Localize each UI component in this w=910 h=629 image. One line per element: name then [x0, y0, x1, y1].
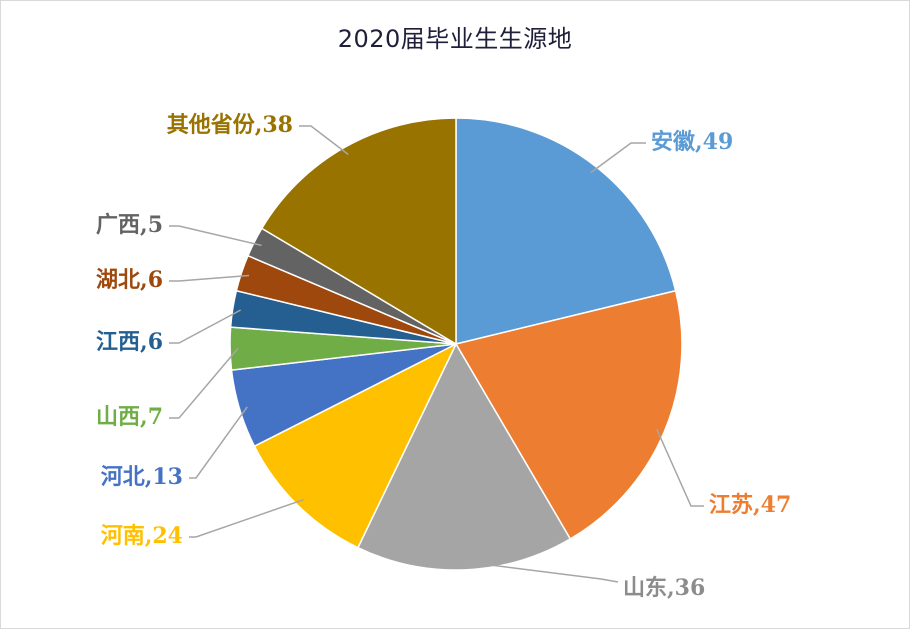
data-label-8: 湖北,6: [96, 267, 163, 293]
chart-title: 2020届毕业生生源地: [337, 25, 573, 53]
pie-slice-10: [260, 117, 457, 346]
data-label-4: 河南,24: [101, 523, 183, 549]
data-label-3: 山东,36: [623, 575, 705, 601]
leader-line-6: [169, 347, 239, 419]
leader-line-4: [189, 498, 304, 538]
leader-line-5: [189, 406, 248, 479]
pie-slice-2: [454, 289, 683, 540]
data-label-5: 河北,13: [101, 464, 183, 490]
leader-line-2: [656, 428, 704, 507]
data-label-7: 江西,6: [96, 329, 163, 355]
leader-line-10: [299, 125, 349, 156]
pie-slice-3: [356, 342, 572, 571]
leader-line-8: [169, 274, 250, 282]
data-label-9: 广西,5: [96, 212, 163, 238]
pie-slice-4: [253, 342, 458, 549]
leader-line-3: [464, 561, 619, 583]
data-label-10: 其他省份,38: [167, 112, 293, 138]
data-label-2: 江苏,47: [709, 492, 791, 518]
leader-line-1: [590, 142, 646, 174]
pie-slice-1: [455, 117, 677, 345]
data-label-6: 山西,7: [96, 404, 163, 430]
leader-line-7: [169, 309, 242, 344]
data-label-1: 安徽,49: [651, 129, 733, 155]
leader-line-9: [169, 225, 262, 247]
